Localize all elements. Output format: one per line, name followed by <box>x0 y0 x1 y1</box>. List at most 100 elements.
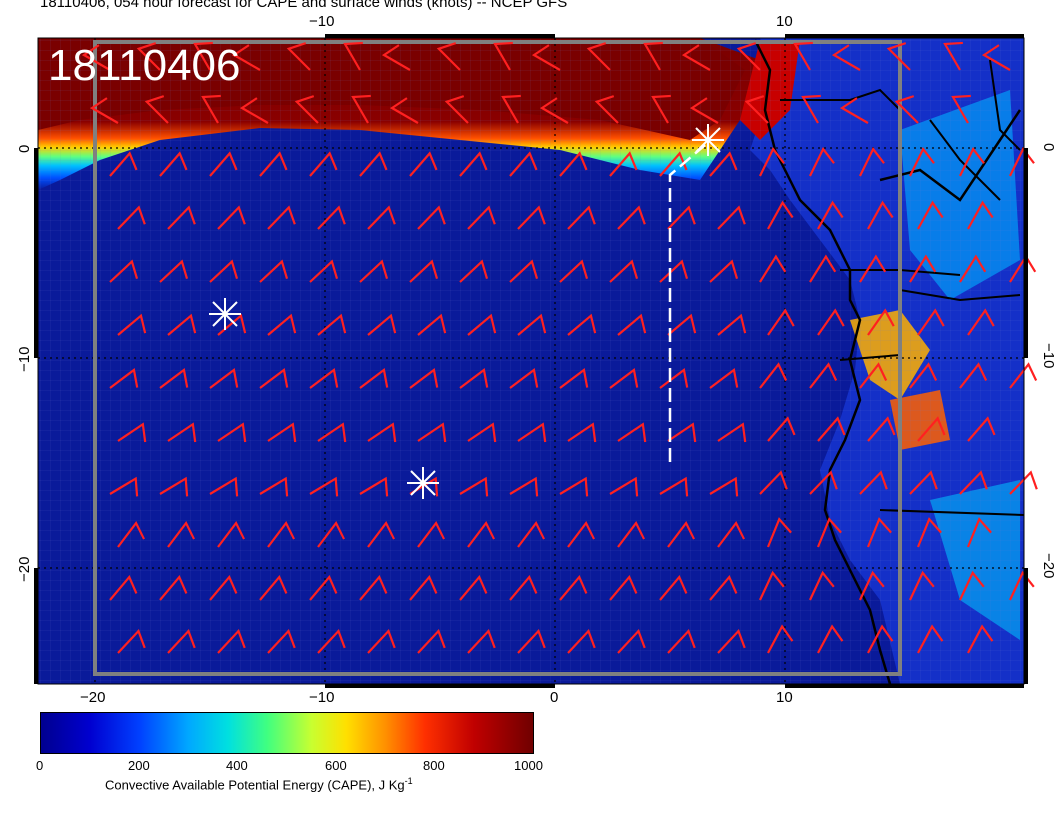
wind-barb <box>793 41 813 71</box>
x-tick-label: 0 <box>550 689 558 706</box>
wind-barb <box>267 629 296 654</box>
wind-barb <box>617 520 646 548</box>
wind-barb <box>459 476 489 497</box>
wind-barb <box>667 422 697 443</box>
wind-barb <box>144 95 169 124</box>
wind-barb <box>367 422 397 443</box>
asterisk-marker <box>209 298 241 330</box>
wind-barb <box>586 42 611 71</box>
wind-barb <box>559 151 588 177</box>
x-tick-label: −20 <box>80 689 105 706</box>
domain-box <box>93 40 902 676</box>
wind-barb <box>81 44 111 71</box>
wind-barb <box>859 362 888 389</box>
colorbar-tick: 0 <box>36 758 44 773</box>
wind-barb <box>609 367 639 389</box>
wind-barb <box>259 476 289 497</box>
wind-barb <box>659 259 689 283</box>
wind-barb <box>959 254 987 283</box>
wind-barb <box>359 574 388 601</box>
wind-barb <box>667 520 696 548</box>
wind-barb <box>909 254 937 283</box>
colorbar-tick: 400 <box>226 758 248 773</box>
wind-barb <box>409 476 439 497</box>
wind-barb <box>317 422 347 443</box>
wind-barb <box>909 570 935 601</box>
wind-barb <box>709 151 738 177</box>
wind-barb <box>909 146 935 177</box>
wind-barb <box>651 94 671 124</box>
wind-barb <box>167 205 196 230</box>
y-tick-label: −10 <box>16 347 33 372</box>
wind-barb <box>567 520 596 548</box>
wind-barb <box>217 205 246 230</box>
wind-barb <box>759 254 787 283</box>
wind-barb <box>109 476 139 497</box>
wind-barb <box>459 574 488 601</box>
wind-barb <box>1009 146 1035 177</box>
wind-barb <box>367 520 396 548</box>
wind-barb <box>259 151 288 177</box>
wind-barb <box>717 313 747 336</box>
wind-barb <box>509 151 538 177</box>
wind-barb <box>167 313 197 336</box>
wind-barb <box>859 470 888 495</box>
y-tick-label: −10 <box>1040 343 1056 368</box>
wind-barb <box>959 146 985 177</box>
x-tick-label: 10 <box>776 689 793 706</box>
y-tick-label: −20 <box>16 557 33 582</box>
wind-barb <box>567 422 597 443</box>
y-tick-label: 0 <box>1040 143 1056 151</box>
wind-barb <box>444 95 469 124</box>
wind-barb <box>809 470 838 495</box>
wind-barb <box>209 259 239 283</box>
wind-barb <box>159 574 188 601</box>
wind-barb <box>817 308 845 336</box>
wind-barb <box>709 259 739 283</box>
wind-barb <box>509 259 539 283</box>
wind-barb <box>201 94 221 124</box>
colorbar-tick: 200 <box>128 758 150 773</box>
wind-barb <box>109 367 139 389</box>
wind-barb <box>909 362 938 389</box>
wind-barb <box>517 205 546 230</box>
wind-barb <box>867 624 894 654</box>
wind-barb <box>89 97 119 124</box>
wind-barb <box>609 476 639 497</box>
wind-barb <box>617 422 647 443</box>
colorbar-tick: 600 <box>325 758 347 773</box>
wind-barb <box>231 44 261 71</box>
wind-barb <box>267 205 296 230</box>
wind-barb <box>117 205 146 230</box>
wind-barb <box>381 44 411 71</box>
wind-barb <box>717 629 746 654</box>
wind-barb <box>317 520 346 548</box>
wind-barb <box>317 629 346 654</box>
wind-barb <box>667 205 696 230</box>
wind-barb <box>359 367 389 389</box>
graticule <box>38 38 1024 684</box>
wind-barb <box>109 151 138 177</box>
wind-barb <box>167 422 197 443</box>
wind-barb <box>917 416 946 442</box>
wind-barb <box>467 313 497 336</box>
wind-barb <box>767 624 794 654</box>
y-tick-label: 0 <box>16 145 33 153</box>
wind-barb <box>867 308 895 336</box>
wind-barb <box>767 200 794 230</box>
wind-barb <box>359 259 389 283</box>
wind-barb <box>309 367 339 389</box>
wind-barb <box>667 629 696 654</box>
wind-barb <box>409 259 439 283</box>
wind-barb <box>409 574 438 601</box>
wind-barb <box>417 313 447 336</box>
colorbar-tick: 800 <box>423 758 445 773</box>
wind-barb <box>709 367 739 389</box>
wind-barb <box>359 151 388 177</box>
wind-barb <box>909 470 938 495</box>
wind-barb <box>867 416 896 442</box>
wind-barb <box>617 205 646 230</box>
wind-barb <box>567 313 597 336</box>
wind-barb <box>916 517 942 548</box>
wind-barb <box>267 313 297 336</box>
